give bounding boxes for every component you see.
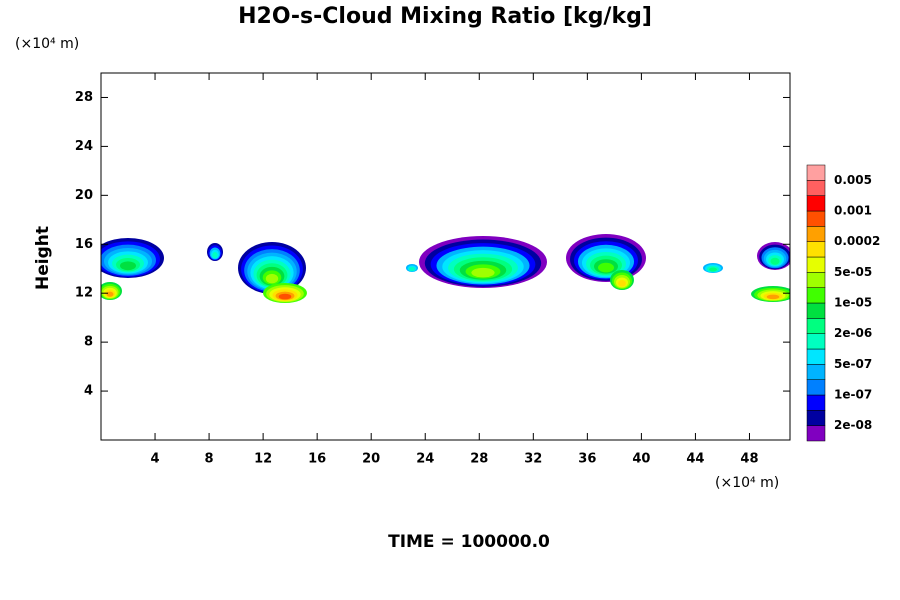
y-axis-label: Height (33, 226, 53, 290)
contour-region (618, 280, 626, 287)
colorbar-label: 0.005 (834, 173, 872, 187)
colorbar-label: 0.0002 (834, 234, 880, 248)
y-tick-label: 20 (75, 188, 93, 203)
contour-region (409, 267, 415, 271)
colorbar-swatch (806, 164, 826, 181)
contour-region (471, 267, 495, 278)
contour-region (265, 273, 279, 284)
y-unit: (×10⁴ m) (15, 36, 79, 52)
colorbar-swatch (806, 287, 826, 304)
x-tick-label: 48 (740, 452, 758, 467)
colorbar-swatch (806, 333, 826, 350)
colorbar-swatch (806, 180, 826, 196)
colorbar-swatch (806, 256, 826, 273)
contour-region (598, 262, 614, 273)
contour-region (278, 293, 292, 300)
colorbar-swatch (806, 394, 826, 411)
contour-region (766, 294, 780, 300)
colorbar-swatch (806, 379, 826, 396)
colorbar-swatch (806, 318, 826, 334)
x-tick-label: 32 (524, 452, 542, 467)
x-tick-label: 12 (254, 452, 272, 467)
y-tick-label: 16 (75, 237, 93, 252)
y-tick-label: 28 (75, 90, 93, 105)
colorbar-label: 5e-07 (834, 357, 872, 371)
x-tick-label: 20 (362, 452, 380, 467)
x-tick-label: 40 (632, 452, 650, 467)
colorbar-label: 2e-06 (834, 326, 872, 340)
colorbar-label: 5e-05 (834, 265, 872, 279)
x-tick-label: 28 (470, 452, 488, 467)
contour-region (106, 291, 114, 297)
contour-region (770, 257, 780, 265)
x-unit: (×10⁴ m) (715, 475, 779, 491)
x-tick-label: 36 (578, 452, 596, 467)
plot-frame (100, 72, 791, 441)
colorbar-swatch (806, 272, 826, 288)
colorbar-label: 1e-05 (834, 296, 872, 310)
y-tick-label: 24 (75, 139, 93, 154)
colorbar-swatch (806, 348, 826, 365)
x-tick-label: 44 (686, 452, 704, 467)
contour-region (212, 252, 218, 258)
y-tick-label: 8 (84, 335, 93, 350)
contour-field (101, 234, 790, 303)
colorbar-swatch (806, 302, 826, 319)
colorbar-swatch (806, 210, 826, 227)
x-tick-label: 8 (205, 452, 214, 467)
colorbar-swatch (806, 410, 826, 426)
contour-region (120, 261, 136, 271)
colorbar-swatch (806, 364, 826, 380)
colorbar-swatch (806, 241, 826, 258)
chart-title: H2O-s-Cloud Mixing Ratio [kg/kg] (238, 4, 652, 29)
colorbar-swatch (806, 195, 826, 212)
colorbar-label: 2e-08 (834, 418, 872, 432)
colorbar-swatch (806, 425, 826, 442)
colorbar-label: 1e-07 (834, 388, 872, 402)
y-tick-label: 4 (84, 384, 93, 399)
colorbar-swatch (806, 226, 826, 242)
y-tick-label: 12 (75, 286, 93, 301)
footer: TIME = 100000.0 (388, 532, 550, 552)
colorbar-label: 0.001 (834, 204, 872, 218)
contour-region (709, 267, 717, 272)
x-tick-label: 4 (151, 452, 160, 467)
x-tick-label: 16 (308, 452, 326, 467)
x-tick-label: 24 (416, 452, 434, 467)
